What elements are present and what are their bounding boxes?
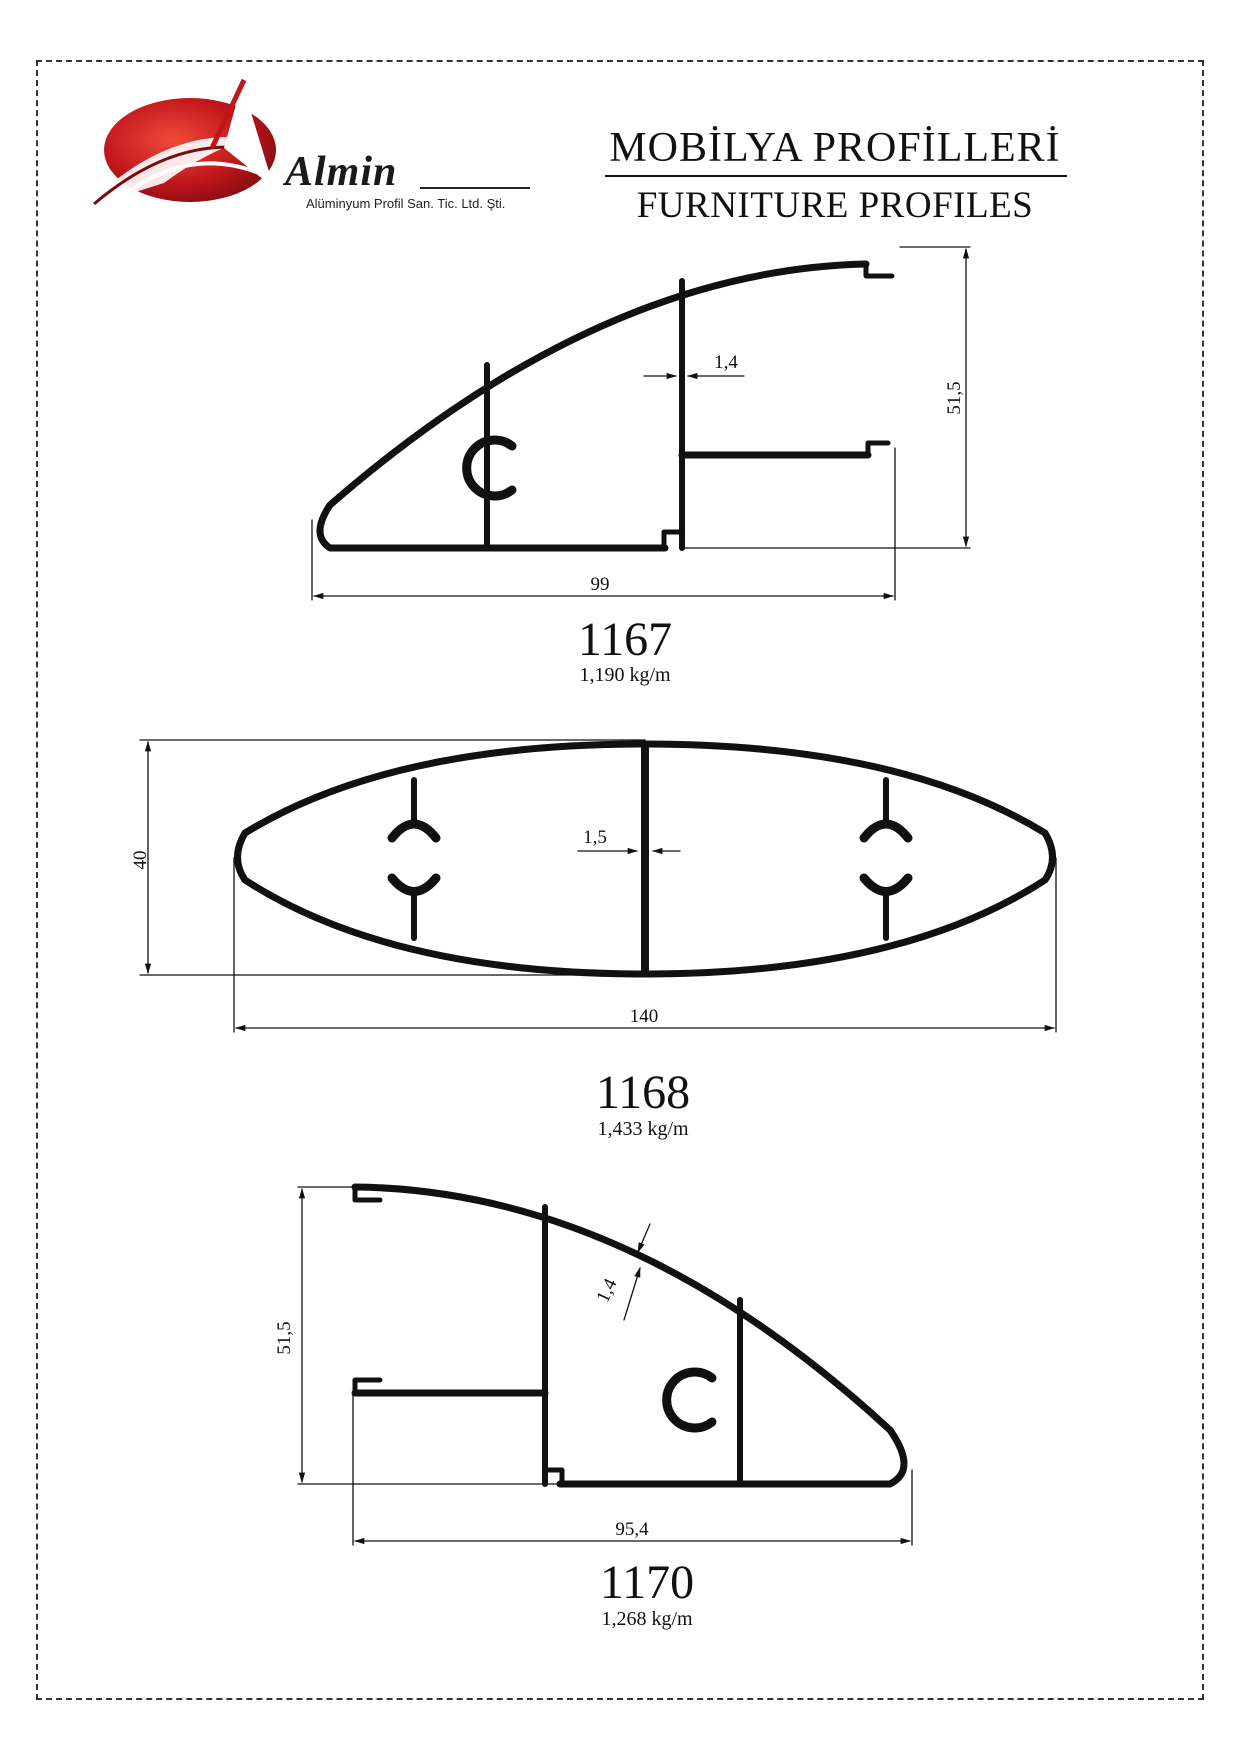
logo-subtitle: Alüminyum Profil San. Tic. Ltd. Şti. — [306, 196, 506, 211]
title-divider — [605, 175, 1067, 177]
dim-1168-height: 40 — [130, 851, 151, 870]
profile-1167-weight: 1,190 kg/m — [579, 664, 671, 686]
profile-1168-weight: 1,433 kg/m — [597, 1118, 689, 1140]
dim-1168-width: 140 — [630, 1006, 659, 1027]
dim-1168-wall: 1,5 — [583, 827, 607, 848]
dim-1167-wall: 1,4 — [714, 352, 738, 373]
profile-1170-weight: 1,268 kg/m — [601, 1608, 693, 1630]
profile-1168-drawing — [139, 739, 1057, 1033]
logo-name: Almin — [285, 149, 398, 195]
profile-1168-code: 1168 — [595, 1066, 691, 1119]
dim-1170-height: 51,5 — [274, 1321, 295, 1354]
page-border — [36, 60, 1204, 1700]
dim-1170-wall: 1,4 — [592, 1275, 621, 1306]
logo-underline — [420, 187, 530, 189]
dim-1167-height: 51,5 — [944, 381, 965, 414]
profile-1170-drawing — [297, 1183, 913, 1546]
logo-mark-icon — [84, 78, 276, 208]
title-english: FURNITURE PROFILES — [636, 185, 1034, 226]
company-logo — [74, 78, 544, 220]
profile-1167-code: 1167 — [577, 613, 673, 666]
dim-1170-width: 95,4 — [615, 1519, 649, 1540]
profile-1167-drawing — [311, 246, 971, 601]
dim-1167-width: 99 — [591, 574, 610, 595]
profile-1170-code: 1170 — [599, 1556, 695, 1609]
title-turkish: MOBİLYA PROFİLLERİ — [609, 125, 1061, 171]
